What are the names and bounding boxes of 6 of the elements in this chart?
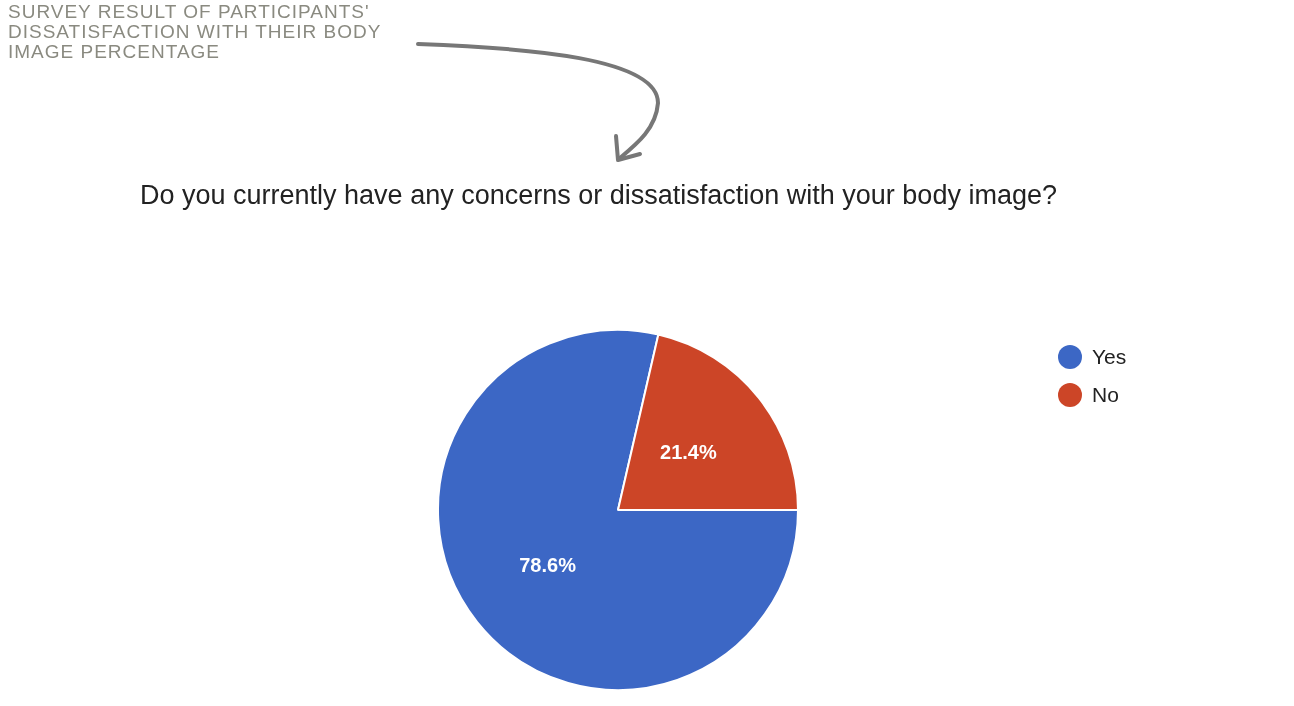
legend-label: Yes — [1092, 345, 1127, 369]
legend-label: No — [1092, 383, 1119, 407]
text: SURVEY RESULT OF PARTICIPANTS' DISSATISFACTION WITH THEIR BODY IMAGE PERCENTAGE — [8, 1, 383, 62]
data-label: 78.6% — [519, 553, 577, 576]
data-label: 21.4% — [660, 441, 717, 464]
chart-subtitle: Do you currently have any concerns or dissatisfaction with your body image? — [140, 180, 1057, 211]
